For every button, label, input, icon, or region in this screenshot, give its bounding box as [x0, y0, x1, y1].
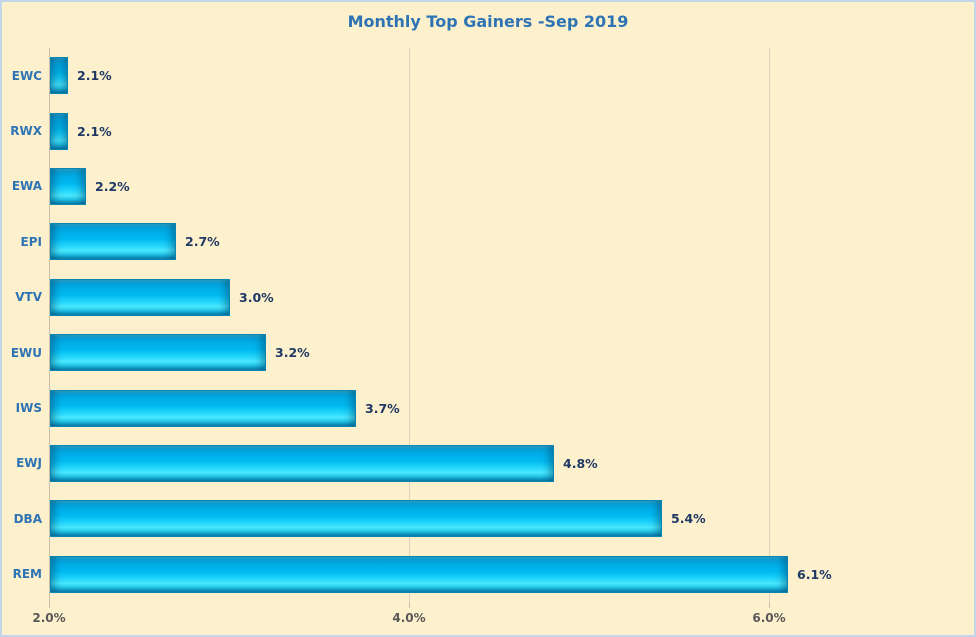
- bar: [50, 223, 176, 261]
- chart-title: Monthly Top Gainers -Sep 2019: [347, 12, 629, 31]
- bar-row: EPI 2.7%: [2, 214, 974, 269]
- bar-row: REM 6.1%: [2, 547, 974, 602]
- x-axis-tick-mark: [49, 602, 50, 608]
- category-label: IWS: [15, 401, 42, 416]
- x-axis-tick-label: 4.0%: [392, 611, 426, 625]
- category-label: VTV: [15, 290, 42, 305]
- bar-row: VTV 3.0%: [2, 270, 974, 325]
- value-label: 4.8%: [563, 455, 598, 471]
- gridline: [769, 48, 770, 602]
- category-label: EWU: [10, 345, 42, 360]
- category-axis-line: [49, 48, 50, 602]
- bar-row: EWJ 4.8%: [2, 436, 974, 491]
- x-axis-tick-label: 6.0%: [752, 611, 786, 625]
- bar-row: IWS 3.7%: [2, 380, 974, 435]
- bar-rows: EWC 2.1% RWX 2.1% EWA 2.2% EPI 2.7% VTV 3.0% EWU 3.…: [2, 48, 974, 602]
- x-axis-tick-mark: [409, 602, 410, 608]
- bar: [50, 389, 356, 427]
- bar: [50, 278, 230, 316]
- bar: [50, 57, 68, 95]
- x-axis-tick-label: 2.0%: [32, 611, 66, 625]
- value-label: 3.2%: [275, 345, 310, 361]
- category-label: EWC: [11, 68, 42, 83]
- category-label: REM: [12, 567, 42, 582]
- bar: [50, 500, 662, 538]
- bar: [50, 555, 788, 593]
- gridline: [409, 48, 410, 602]
- category-label: DBA: [13, 511, 42, 526]
- bar: [50, 444, 554, 482]
- bar-row: EWC 2.1%: [2, 48, 974, 103]
- value-label: 6.1%: [797, 566, 832, 582]
- value-label: 2.1%: [77, 123, 112, 139]
- value-label: 2.2%: [95, 178, 130, 194]
- category-label: EWA: [11, 179, 42, 194]
- bar: [50, 334, 266, 372]
- value-label: 5.4%: [671, 511, 706, 527]
- value-label: 3.0%: [239, 289, 274, 305]
- bar-row: RWX 2.1%: [2, 103, 974, 158]
- value-label: 2.1%: [77, 68, 112, 84]
- value-label: 2.7%: [185, 234, 220, 250]
- bar-row: DBA 5.4%: [2, 491, 974, 546]
- plot-area: EWC 2.1% RWX 2.1% EWA 2.2% EPI 2.7% VTV 3.0% EWU 3.…: [2, 48, 974, 625]
- x-axis-tick-mark: [769, 602, 770, 608]
- bar-row: EWA 2.2%: [2, 159, 974, 214]
- bar: [50, 167, 86, 205]
- category-label: EPI: [20, 234, 42, 249]
- category-label: RWX: [10, 124, 42, 139]
- value-label: 3.7%: [365, 400, 400, 416]
- category-label: EWJ: [16, 456, 42, 471]
- bar-row: EWU 3.2%: [2, 325, 974, 380]
- bar: [50, 112, 68, 150]
